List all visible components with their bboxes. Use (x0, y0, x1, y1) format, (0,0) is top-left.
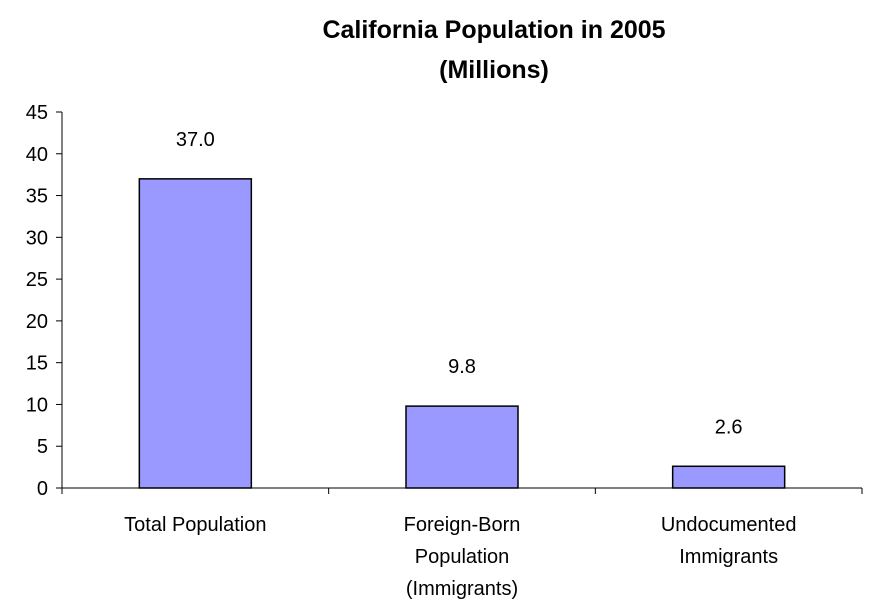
y-tick-label: 40 (26, 144, 48, 166)
category-label: Population (415, 546, 510, 568)
bar (138, 178, 253, 489)
y-tick-label: 10 (26, 394, 48, 416)
y-tick-label: 0 (37, 478, 48, 500)
y-tick-label: 15 (26, 353, 48, 375)
data-labels: 37.0 9.8 2.6 (176, 129, 743, 438)
category-label: Total Population (124, 514, 266, 536)
chart-title-line-1: California Population in 2005 (322, 16, 665, 44)
bar (405, 405, 519, 489)
y-tick-label: 20 (26, 311, 48, 333)
bar (671, 465, 786, 489)
bar-value-label: 37.0 (176, 129, 215, 151)
category-label: (Immigrants) (406, 578, 518, 600)
x-axis (61, 487, 863, 494)
category-label: Undocumented (661, 514, 797, 536)
y-tick-label: 5 (37, 436, 48, 458)
category-labels: Total Population Foreign-Born Population (I… (124, 514, 796, 600)
category-label: Immigrants (679, 546, 778, 568)
bars (138, 178, 786, 489)
y-axis: 0 5 10 15 20 25 30 35 40 45 (26, 102, 63, 500)
chart-title-line-2: (Millions) (439, 56, 549, 84)
bar-value-label: 2.6 (715, 416, 743, 438)
y-tick-label: 25 (26, 269, 48, 291)
y-tick-label: 30 (26, 227, 48, 249)
category-label: Foreign-Born (404, 514, 521, 536)
y-tick-label: 35 (26, 186, 48, 208)
y-tick-label: 45 (26, 102, 48, 124)
bar-value-label: 9.8 (448, 356, 476, 378)
chart-title: California Population in 2005 (Millions) (322, 16, 665, 84)
